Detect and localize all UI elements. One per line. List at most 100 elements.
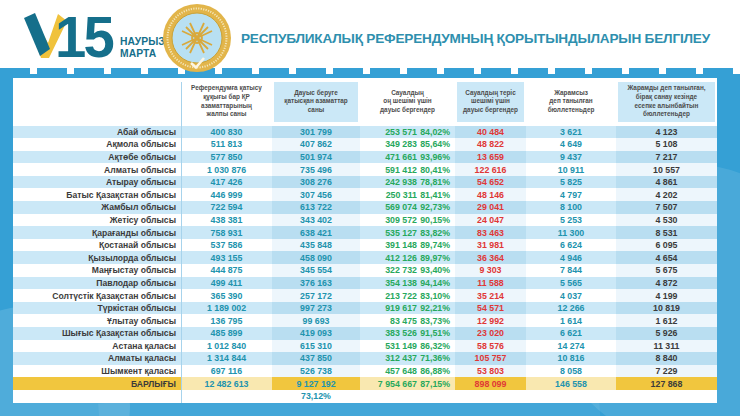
header: 15 НАУРЫЗ МАРТА РЕСПУБЛИКАЛЫҚ РЕФЕРЕНДУМ… bbox=[0, 0, 740, 68]
cell-yes: 7 954 66787,15% bbox=[360, 377, 455, 390]
cell-eligible: 365 390 bbox=[181, 289, 272, 302]
cell-invalid: 12 266 bbox=[526, 302, 616, 315]
cell-invalid: 5 825 bbox=[526, 176, 616, 189]
cell-participated: 376 163 bbox=[272, 277, 360, 290]
cell-region: Астана қаласы bbox=[13, 340, 181, 353]
page: 15 НАУРЫЗ МАРТА РЕСПУБЛИКАЛЫҚ РЕФЕРЕНДУМ… bbox=[0, 0, 740, 416]
cell-invalid: 11 300 bbox=[526, 226, 616, 239]
cell-participated: 735 496 bbox=[272, 163, 360, 176]
cell-yes-percent: 89,97% bbox=[417, 253, 455, 263]
cell-yes-count: 7 954 667 bbox=[360, 379, 417, 389]
logo-month-kk: НАУРЫЗ bbox=[120, 36, 165, 48]
cell-yes: 309 57290,15% bbox=[360, 214, 455, 227]
cell-yes-count: 531 149 bbox=[360, 341, 417, 351]
cell-yes-percent: 86,32% bbox=[417, 341, 455, 351]
header-participated: Дауыс беруге қатысқан азаматтар саны bbox=[274, 82, 358, 122]
cell-region: Қостанай облысы bbox=[13, 239, 181, 252]
cell-region: Шығыс Қазақстан облысы bbox=[13, 327, 181, 340]
cell-yes: 83 47583,73% bbox=[360, 314, 455, 327]
cell-not-counted: 8 531 bbox=[616, 226, 717, 239]
cell-yes: 354 13894,14% bbox=[360, 277, 455, 290]
cell-no: 35 214 bbox=[455, 289, 526, 302]
cell-yes-count: 919 617 bbox=[360, 303, 417, 313]
cell-yes-percent: 78,81% bbox=[417, 177, 455, 187]
turnout-percent: 73,12% bbox=[272, 390, 360, 403]
cell-yes-percent: 89,74% bbox=[417, 240, 455, 250]
cell-participated: 308 276 bbox=[272, 176, 360, 189]
cell-invalid: 5 565 bbox=[526, 277, 616, 290]
cell-participated: 638 421 bbox=[272, 226, 360, 239]
cell-eligible: 136 795 bbox=[181, 314, 272, 327]
table-row: Павлодар облысы499 411376 163354 13894,1… bbox=[13, 277, 717, 290]
cell-no: 23 020 bbox=[455, 327, 526, 340]
table-row: Абай облысы400 830301 799253 57184,02%40… bbox=[13, 126, 717, 139]
table-row: Жамбыл облысы722 594613 722569 07492,73%… bbox=[13, 201, 717, 214]
cell-region: Ақтөбе облысы bbox=[13, 151, 181, 164]
cell-yes: 569 07492,73% bbox=[360, 201, 455, 214]
cell-yes: 457 64886,88% bbox=[360, 365, 455, 378]
cell-eligible: 537 586 bbox=[181, 239, 272, 252]
cell-eligible: 499 411 bbox=[181, 277, 272, 290]
table-row: Қарағанды облысы758 931638 421535 12783,… bbox=[13, 226, 717, 239]
cell-yes-count: 354 138 bbox=[360, 278, 417, 288]
cell-not-counted: 5 108 bbox=[616, 138, 717, 151]
cell-eligible: 722 594 bbox=[181, 201, 272, 214]
cell-yes-percent: 85,64% bbox=[417, 139, 455, 149]
cell-yes-count: 349 283 bbox=[360, 139, 417, 149]
cell-participated: 615 310 bbox=[272, 340, 360, 353]
cell-eligible: 1 189 002 bbox=[181, 302, 272, 315]
cell-region: Маңғыстау облысы bbox=[13, 264, 181, 277]
cell-yes-count: 309 572 bbox=[360, 215, 417, 225]
table-row: Атырау облысы417 426308 276242 93878,81%… bbox=[13, 176, 717, 189]
cell-region: Атырау облысы bbox=[13, 176, 181, 189]
cell-yes: 591 41280,41% bbox=[360, 163, 455, 176]
table-row: Маңғыстау облысы444 875345 554322 73293,… bbox=[13, 264, 717, 277]
cell-region: Жетісу облысы bbox=[13, 214, 181, 227]
cell-eligible: 697 116 bbox=[181, 365, 272, 378]
cell-region: Абай облысы bbox=[13, 126, 181, 139]
cell-yes: 312 43771,36% bbox=[360, 352, 455, 365]
cell-eligible: 417 426 bbox=[181, 176, 272, 189]
cell-yes: 322 73293,40% bbox=[360, 264, 455, 277]
cell-invalid: 6 621 bbox=[526, 327, 616, 340]
table-row: Қостанай облысы537 586435 848391 14889,7… bbox=[13, 239, 717, 252]
cell-invalid: 14 274 bbox=[526, 340, 616, 353]
cell-participated: 437 850 bbox=[272, 352, 360, 365]
cell-yes-count: 457 648 bbox=[360, 366, 417, 376]
cell-yes-percent: 94,14% bbox=[417, 278, 455, 288]
cell-eligible: 577 850 bbox=[181, 151, 272, 164]
cell-eligible: 485 899 bbox=[181, 327, 272, 340]
cell-not-counted: 4 199 bbox=[616, 289, 717, 302]
cell-not-counted: 4 861 bbox=[616, 176, 717, 189]
cell-participated: 613 722 bbox=[272, 201, 360, 214]
table-row: Солтүстік Қазақстан облысы365 390257 172… bbox=[13, 289, 717, 302]
cell-yes: 383 52691,51% bbox=[360, 327, 455, 340]
cell-yes: 349 28385,64% bbox=[360, 138, 455, 151]
cell-yes-count: 412 126 bbox=[360, 253, 417, 263]
cell-not-counted: 4 202 bbox=[616, 188, 717, 201]
header-eligible: Референдумға қатысу құқығы бар ҚР азамат… bbox=[181, 78, 272, 126]
cell-not-counted: 1 612 bbox=[616, 314, 717, 327]
cell-yes: 242 93878,81% bbox=[360, 176, 455, 189]
logo-month-ru: МАРТА bbox=[120, 48, 165, 60]
cell-no: 54 571 bbox=[455, 302, 526, 315]
cell-yes-count: 535 127 bbox=[360, 228, 417, 238]
cell-yes-percent: 93,40% bbox=[417, 265, 455, 275]
cell-yes: 412 12689,97% bbox=[360, 251, 455, 264]
cell-yes-percent: 90,15% bbox=[417, 215, 455, 225]
column-divider bbox=[181, 82, 182, 403]
cell-invalid: 5 253 bbox=[526, 214, 616, 227]
cell-yes-count: 253 571 bbox=[360, 127, 417, 137]
cell-invalid: 8 100 bbox=[526, 201, 616, 214]
cell-not-counted: 10 819 bbox=[616, 302, 717, 315]
cell-yes-count: 322 732 bbox=[360, 265, 417, 275]
state-emblem-icon bbox=[162, 3, 232, 73]
table-row: Түркістан облысы1 189 002997 273919 6179… bbox=[13, 302, 717, 315]
cell-participated: 501 974 bbox=[272, 151, 360, 164]
cell-participated: 407 862 bbox=[272, 138, 360, 151]
cell-yes: 213 72283,10% bbox=[360, 289, 455, 302]
cell-region: Павлодар облысы bbox=[13, 277, 181, 290]
logo-day: 15 bbox=[55, 8, 112, 66]
cell-region: Шымкент қаласы bbox=[13, 365, 181, 378]
table-row: Ұлытау облысы136 79599 69383 47583,73%12… bbox=[13, 314, 717, 327]
